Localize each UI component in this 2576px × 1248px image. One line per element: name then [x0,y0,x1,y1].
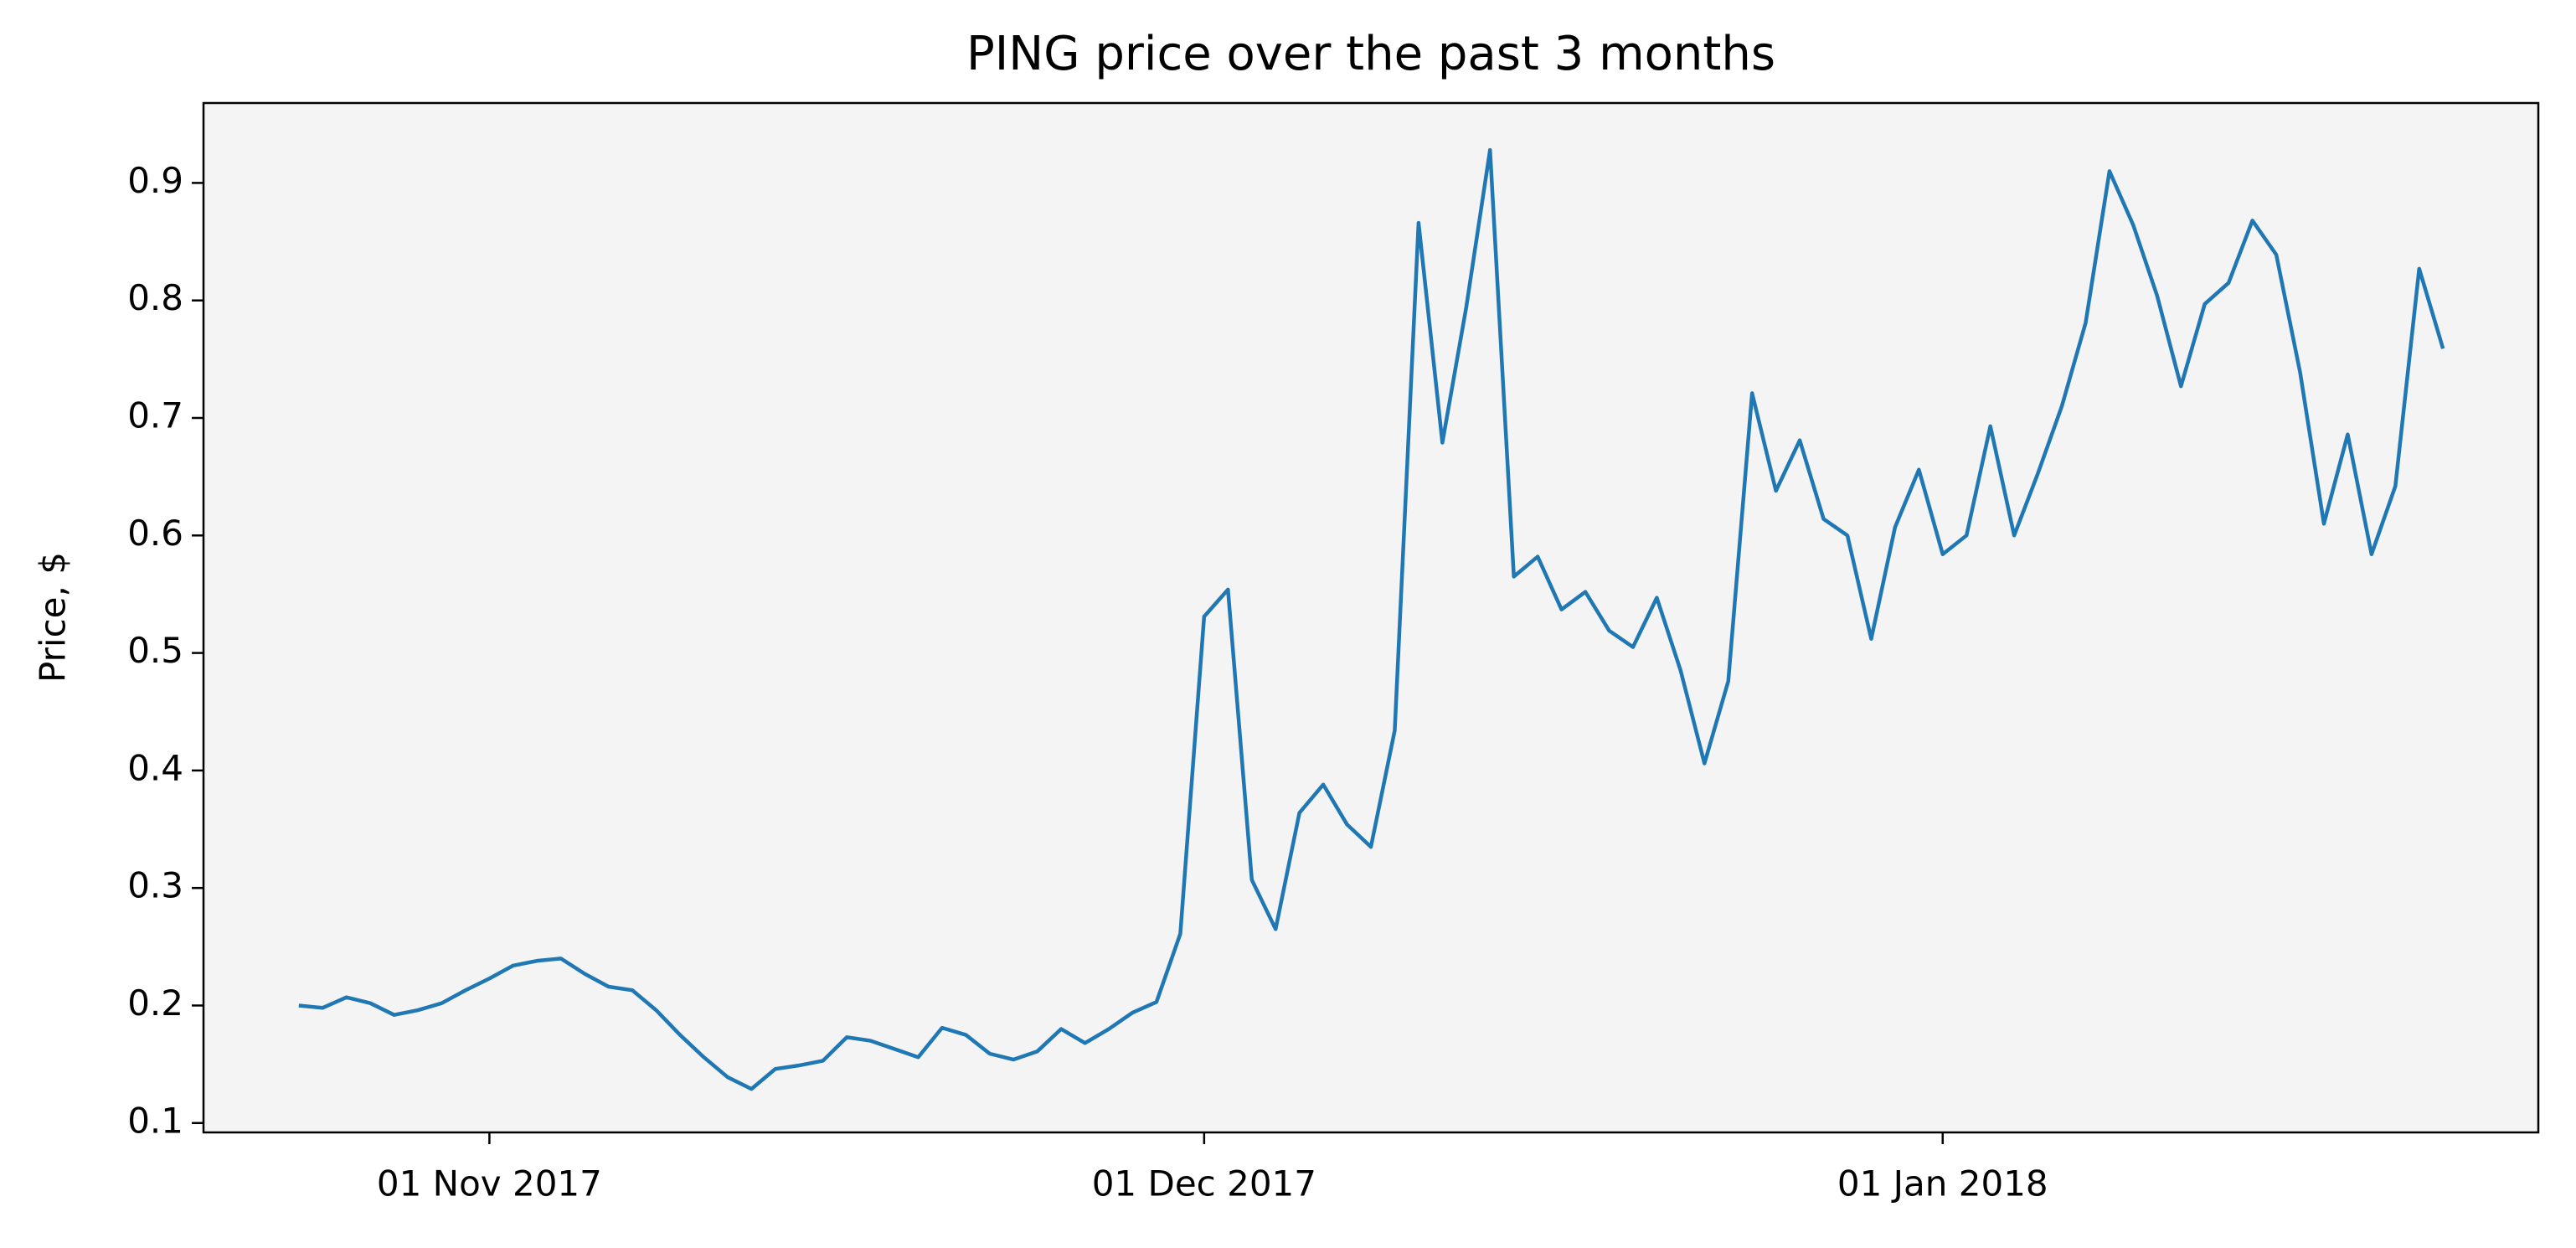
y-tick-label: 0.3 [127,865,183,906]
y-tick-label: 0.1 [127,1100,183,1141]
y-tick-label: 0.9 [127,160,183,201]
plot-area [204,103,2538,1132]
y-tick-label: 0.7 [127,395,183,436]
y-tick-label: 0.2 [127,982,183,1024]
x-tick-label: 01 Dec 2017 [1092,1163,1316,1204]
x-tick-label: 01 Jan 2018 [1837,1163,2048,1204]
chart-title: PING price over the past 3 months [966,27,1775,81]
price-line [298,147,2445,1091]
y-axis-label: Price, $ [33,552,74,683]
y-tick-label: 0.8 [127,277,183,318]
y-tick-label: 0.4 [127,747,183,788]
plot-frame [202,101,2540,1134]
y-tick-label: 0.5 [127,630,183,671]
x-tick-label: 01 Nov 2017 [377,1163,602,1204]
y-tick-label: 0.6 [127,513,183,554]
